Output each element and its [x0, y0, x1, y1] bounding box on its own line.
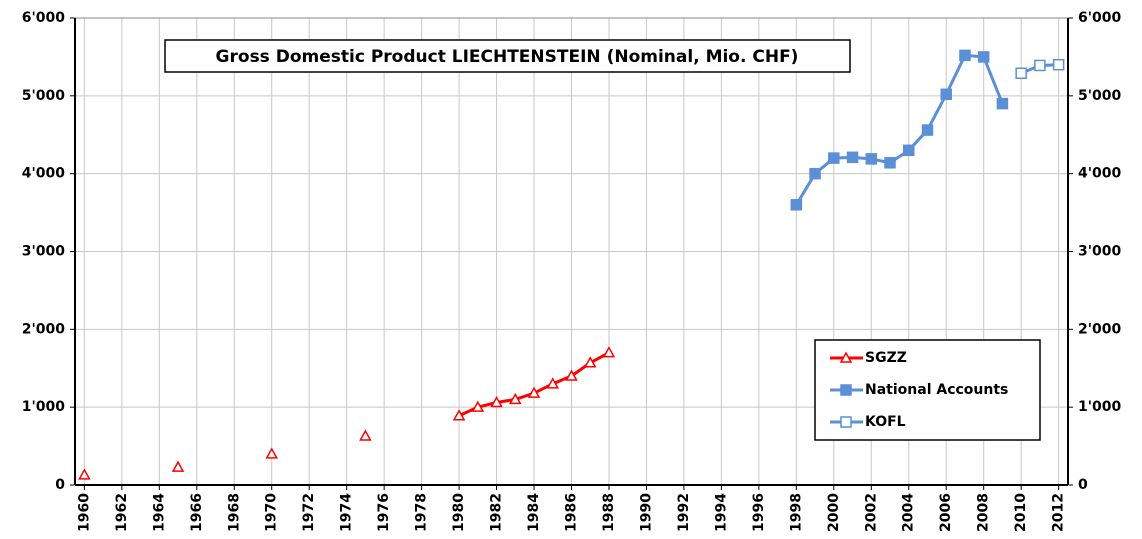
marker: [921, 124, 934, 136]
marker: [865, 153, 878, 165]
marker: [171, 460, 185, 472]
marker: [527, 386, 541, 398]
x-tick-label: 1964: [151, 493, 167, 532]
marker: [452, 409, 466, 421]
legend-label: SGZZ: [865, 350, 907, 366]
y-tick-label: 0: [55, 477, 65, 493]
x-tick-label: 2002: [863, 493, 879, 532]
marker: [940, 88, 952, 101]
x-tick-label: 1962: [114, 493, 130, 532]
marker: [509, 392, 522, 405]
marker: [959, 49, 971, 62]
x-tick-label: 1976: [376, 493, 392, 532]
marker: [565, 369, 578, 381]
x-tick-label: 1992: [676, 493, 692, 532]
y-tick-label: 4'000: [22, 166, 66, 182]
y-tick-label: 5'000: [22, 88, 66, 104]
legend-marker: [839, 351, 853, 363]
x-tick-label: 2000: [826, 493, 842, 532]
y2-tick-label: 6'000: [1078, 10, 1122, 26]
y2-tick-label: 2'000: [1078, 321, 1122, 337]
marker: [265, 447, 279, 459]
marker: [902, 144, 915, 157]
marker: [1052, 58, 1065, 71]
legend-label: KOFL: [865, 414, 906, 430]
x-tick-label: 1990: [638, 493, 654, 532]
x-tick-label: 1974: [339, 493, 355, 532]
x-tick-label: 1980: [451, 493, 467, 532]
marker: [583, 356, 597, 368]
x-tick-label: 1960: [76, 493, 92, 532]
x-tick-label: 1986: [564, 493, 580, 532]
marker: [471, 400, 485, 412]
plot-area: 0 0 1'000 1'000 2'000 2'000 3'000 3'000 4'000 4'0…: [22, 10, 1122, 532]
marker: [790, 199, 803, 211]
y2-tick-label: 0: [1078, 477, 1088, 493]
x-tick-label: 1982: [489, 493, 505, 532]
x-tick-label: 2010: [1013, 493, 1029, 532]
x-tick-label: 1978: [414, 493, 430, 532]
y2-tick-label: 3'000: [1078, 244, 1122, 260]
legend-marker: [840, 416, 852, 428]
y-tick-label: 1'000: [22, 399, 66, 415]
marker: [490, 395, 503, 408]
marker: [884, 157, 896, 169]
marker: [846, 151, 859, 164]
y-tick-label: 3'000: [22, 244, 66, 260]
y2-tick-label: 1'000: [1078, 399, 1122, 415]
x-tick-label: 1998: [788, 493, 804, 532]
marker: [1015, 67, 1027, 80]
y-tick-label: 6'000: [22, 10, 66, 26]
x-tick-label: 1996: [751, 493, 767, 532]
marker: [602, 346, 616, 358]
marker: [359, 429, 372, 441]
marker: [809, 167, 821, 180]
marker: [546, 377, 560, 389]
x-tick-label: 1972: [301, 493, 317, 532]
y2-tick-label: 5'000: [1078, 88, 1122, 104]
y2-tick-label: 4'000: [1078, 166, 1122, 182]
marker: [1034, 59, 1046, 72]
legend: SGZZ National Accounts KOFL: [814, 339, 1041, 441]
legend-marker: [840, 384, 852, 396]
x-tick-label: 2012: [1051, 493, 1067, 532]
series-line: [795, 53, 1004, 206]
x-tick-label: 1966: [189, 493, 205, 532]
marker: [977, 51, 990, 63]
marker: [78, 468, 91, 480]
x-tick-label: 1994: [713, 493, 729, 532]
legend-label: National Accounts: [865, 382, 1008, 398]
x-tick-label: 1984: [526, 493, 542, 532]
marker: [996, 97, 1009, 110]
x-tick-label: 2006: [938, 493, 954, 532]
marker: [828, 152, 840, 164]
title-box: [164, 39, 851, 73]
x-tick-label: 1988: [601, 493, 617, 532]
y-tick-label: 2'000: [22, 321, 66, 337]
chart-title: Gross Domestic Product LIECHTENSTEIN (No…: [216, 47, 799, 67]
x-tick-label: 1970: [264, 493, 280, 532]
x-tick-label: 1968: [226, 493, 242, 532]
x-tick-label: 2004: [901, 493, 917, 532]
x-tick-label: 2008: [976, 493, 992, 532]
